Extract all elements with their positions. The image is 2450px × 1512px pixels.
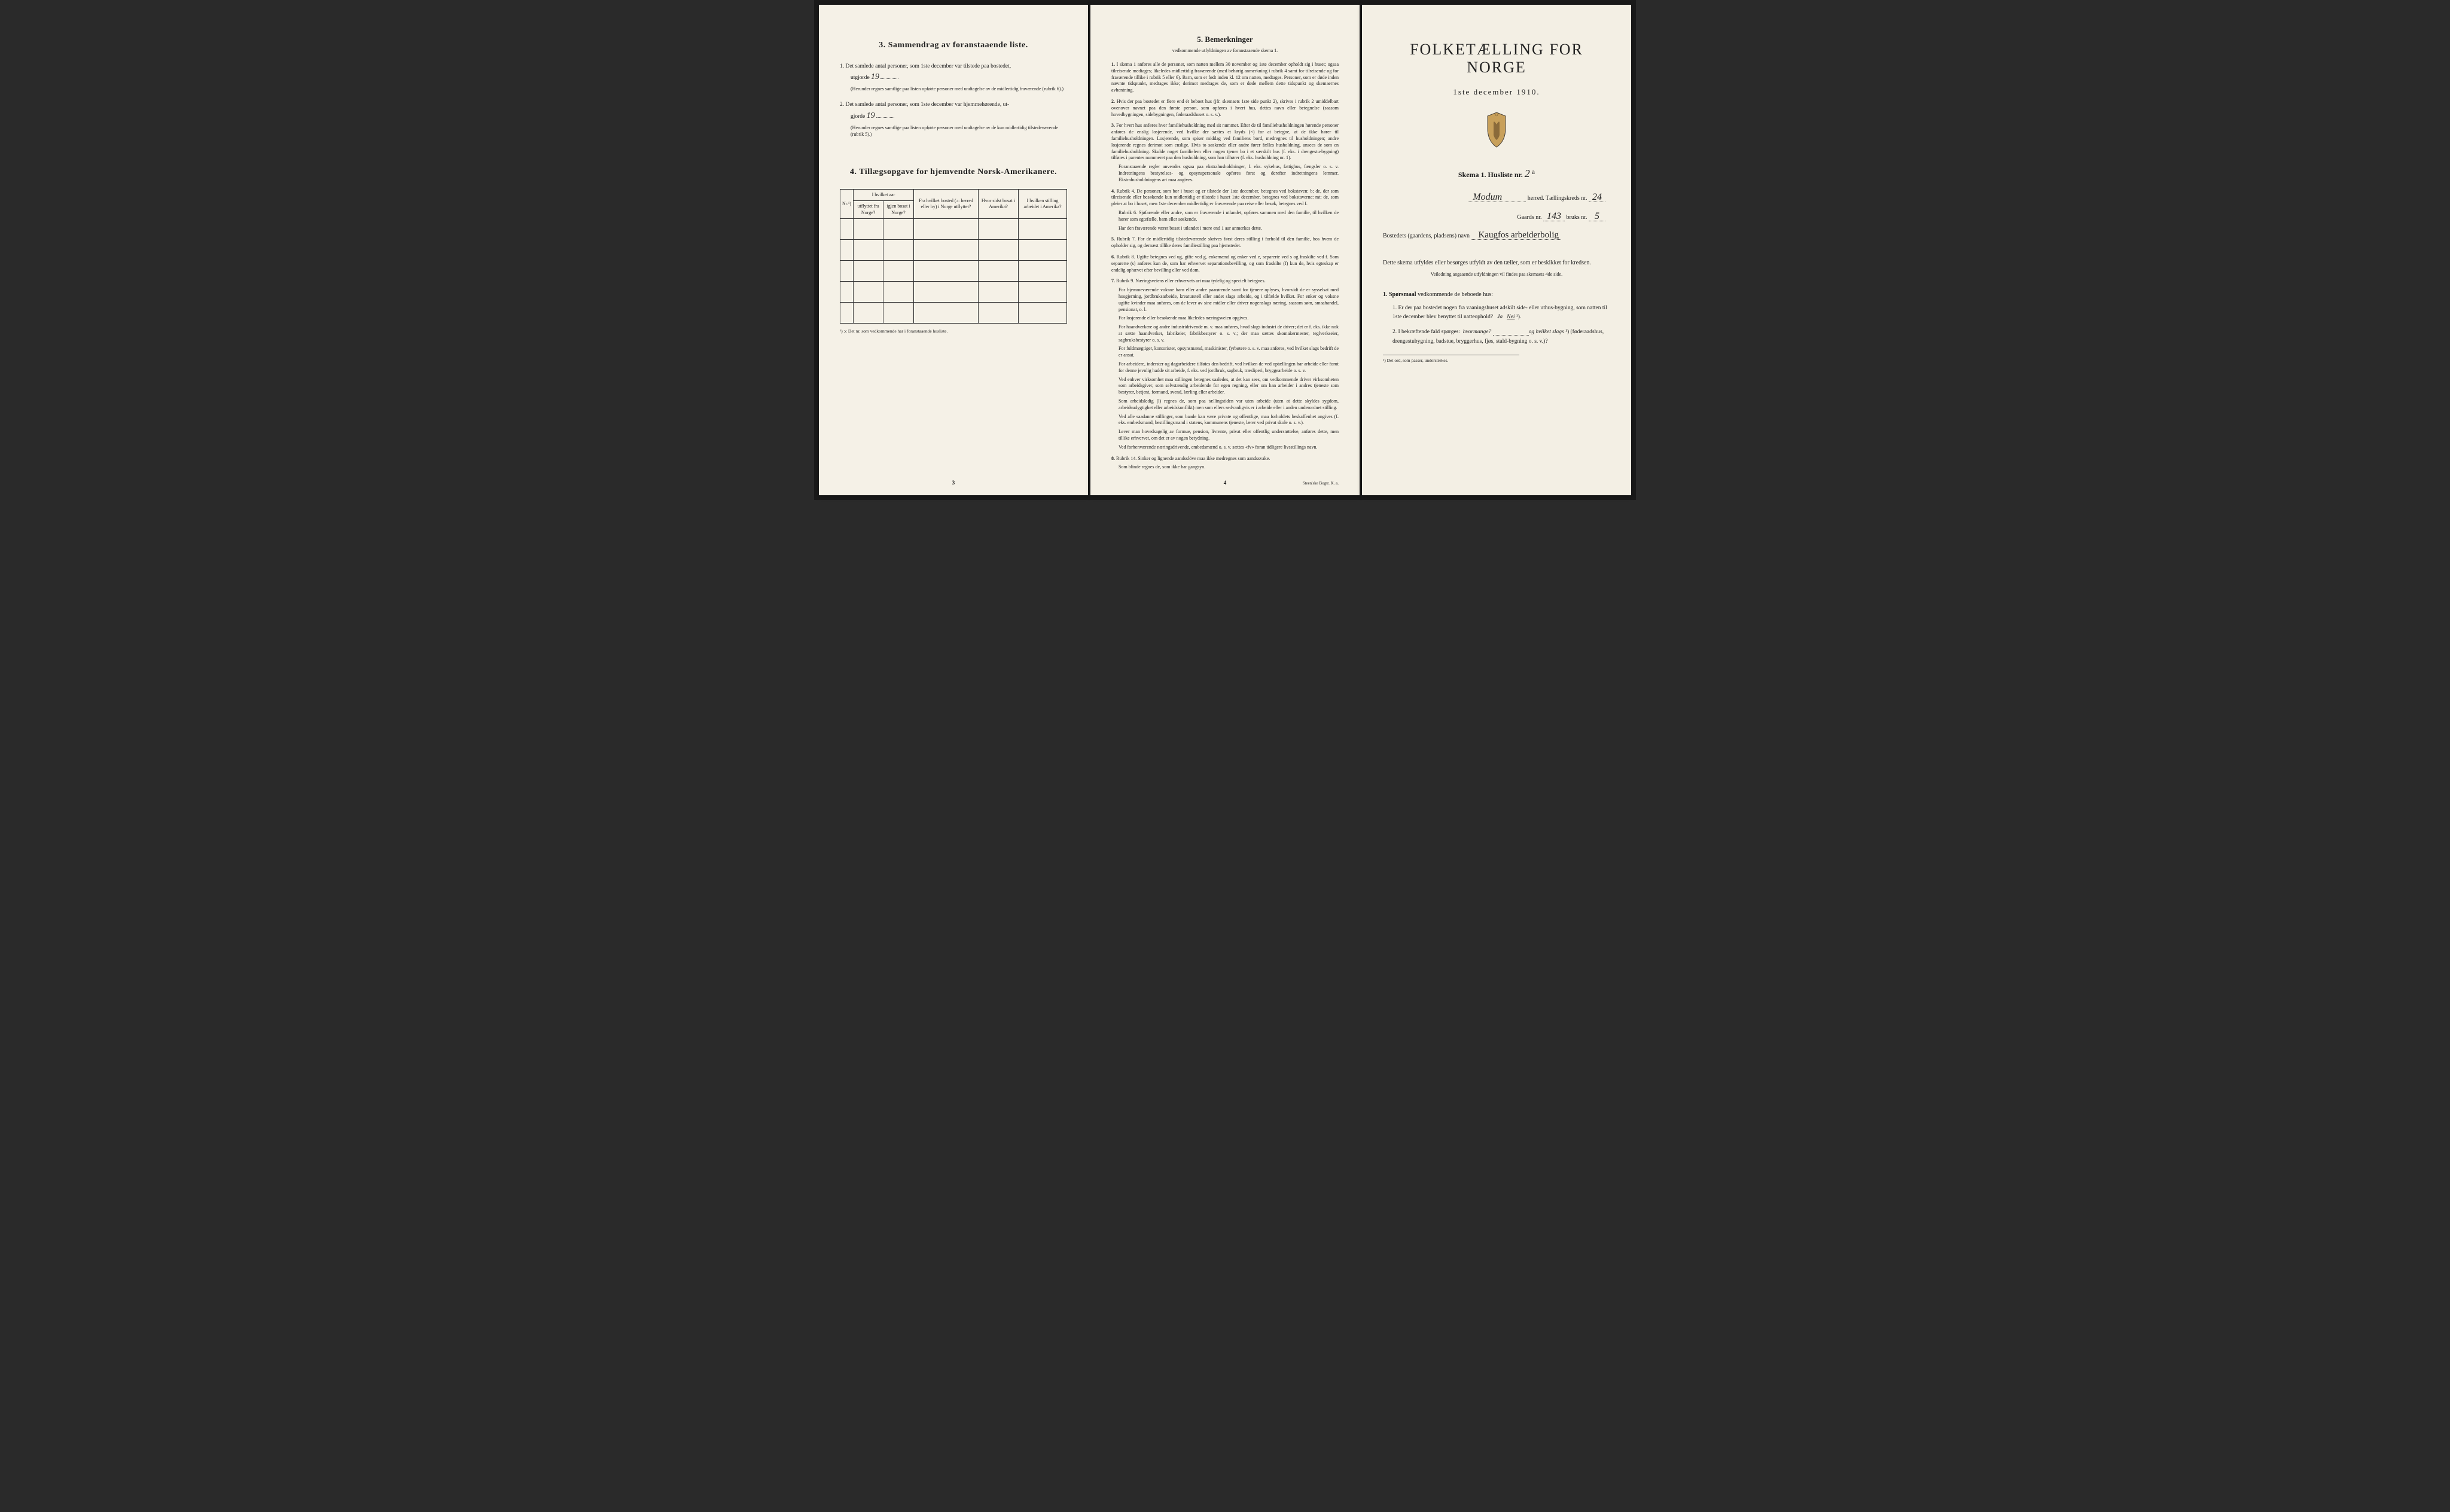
item2-value: 19	[867, 111, 875, 120]
remark-4-sub2: Har den fraværende været bosat i utlande…	[1119, 225, 1339, 232]
remark-2-text: Hvis der paa bostedet er flere end ét be…	[1111, 99, 1339, 117]
gaards-line: Gaards nr. 143 bruks nr. 5	[1383, 211, 1610, 222]
th-amerika-bosat: Hvor sidst bosat i Amerika?	[979, 190, 1019, 219]
table-row	[840, 282, 1067, 303]
gaards-value: 143	[1547, 211, 1561, 221]
bruks-value: 5	[1595, 211, 1599, 221]
norwegian-crest-icon	[1383, 111, 1610, 151]
remark-1: 1. I skema 1 anføres alle de personer, s…	[1111, 62, 1339, 94]
page-title-page: FOLKETÆLLING FOR NORGE 1ste december 191…	[1362, 5, 1631, 495]
item1-mid: utgjorde	[851, 75, 871, 81]
remark-8-text: Rubrik 14. Sinker og lignende aandsslöve…	[1116, 456, 1270, 461]
item2-text: 2. Det samlede antal personer, som 1ste …	[840, 102, 1009, 108]
instructions-sub: Veiledning angaaende utfyldningen vil fi…	[1383, 272, 1610, 277]
remark-7-text: Rubrik 9. Næringsveiens eller erhvervets…	[1116, 278, 1266, 284]
question-2: 2. I bekræftende fald spørges: hvormange…	[1392, 328, 1610, 346]
remark-3-text: For hvert hus anføres hver familiehushol…	[1111, 123, 1339, 160]
census-main-title: FOLKETÆLLING FOR NORGE	[1383, 41, 1610, 77]
remark-2: 2. Hvis der paa bostedet er flere end ét…	[1111, 99, 1339, 118]
skema-label: Skema 1. Husliste nr.	[1458, 170, 1523, 179]
th-stilling: I hvilken stilling arbeidet i Amerika?	[1019, 190, 1067, 219]
remark-7j: Ved forhenværende næringsdrivende, embed…	[1119, 444, 1339, 451]
husliste-nr: 2	[1525, 167, 1530, 179]
section-5-subtitle: vedkommende utfyldningen av foranstaaend…	[1111, 48, 1339, 53]
remark-7d: For fuldmægtiger, kontorister, opsynsmæn…	[1119, 346, 1339, 359]
husliste-nr-suffix: a	[1532, 167, 1535, 176]
remark-5: 5. Rubrik 7. For de midlertidig tilstede…	[1111, 236, 1339, 249]
summary-item-1: 1. Det samlede antal personer, som 1ste …	[840, 62, 1067, 92]
remark-7f: Ved enhver virksomhet maa stillingen bet…	[1119, 377, 1339, 396]
th-igjen: igjen bosat i Norge?	[883, 201, 914, 219]
section-3-title: 3. Sammendrag av foranstaaende liste.	[840, 41, 1067, 50]
remark-7g: Som arbeidsledig (l) regnes de, som paa …	[1119, 398, 1339, 411]
remark-6-text: Rubrik 8. Ugifte betegnes ved ug, gifte …	[1111, 254, 1339, 273]
printer-note: Steen'ske Bogtr. K. a.	[1303, 481, 1339, 486]
remark-7h: Ved alle saadanne stillinger, som baade …	[1119, 414, 1339, 427]
remark-4-sub1: Rubrik 6. Sjøfarende eller andre, som er…	[1119, 210, 1339, 223]
remark-8: 8. Rubrik 14. Sinker og lignende aandssl…	[1111, 456, 1339, 471]
right-footnote: ¹) Det ord, som passer, understrekes.	[1383, 355, 1519, 363]
item2-mid: gjorde	[851, 114, 867, 120]
bruks-label: bruks nr.	[1567, 214, 1587, 221]
item1-text: 1. Det samlede antal personer, som 1ste …	[840, 63, 1011, 69]
instructions-text: Dette skema utfyldes eller besørges utfy…	[1383, 258, 1610, 268]
th-nr: Nr.¹)	[840, 190, 854, 219]
remark-4: 4. Rubrik 4. De personer, som bor i huse…	[1111, 188, 1339, 232]
page-number-4: 4	[1224, 480, 1227, 486]
dotted-fill	[876, 117, 894, 118]
remark-5-text: Rubrik 7. For de midlertidig tilstedevær…	[1111, 236, 1339, 248]
item1-note: (Herunder regnes samtlige paa listen opf…	[851, 86, 1067, 92]
bosteds-value: Kaugfos arbeiderbolig	[1478, 230, 1559, 240]
remark-6: 6. Rubrik 8. Ugifte betegnes ved ug, gif…	[1111, 254, 1339, 273]
table-row	[840, 303, 1067, 324]
bosteds-line: Bostedets (gaardens, pladsens) navn Kaug…	[1383, 230, 1610, 240]
norsk-amerikanere-table: Nr.¹) I hvilket aar Fra hvilket bosted (…	[840, 189, 1067, 324]
remark-3-sub: Foranstaaende regler anvendes ogsaa paa …	[1119, 164, 1339, 183]
remark-3: 3. For hvert hus anføres hver familiehus…	[1111, 123, 1339, 183]
remark-7c: For haandverkere og andre industridriven…	[1119, 324, 1339, 343]
remark-7a: For hjemmeværende voksne barn eller andr…	[1119, 287, 1339, 313]
remark-7: 7. Rubrik 9. Næringsveiens eller erhverv…	[1111, 278, 1339, 450]
remark-4-text: Rubrik 4. De personer, som bor i huset o…	[1111, 188, 1339, 207]
table-footnote: ¹) ɔ: Det nr. som vedkommende har i fora…	[840, 328, 1067, 334]
kreds-value: 24	[1592, 192, 1602, 202]
item2-note: (Herunder regnes samtlige paa listen opf…	[851, 124, 1067, 138]
document-spread: 3. Sammendrag av foranstaaende liste. 1.…	[814, 0, 1636, 500]
skema-line: Skema 1. Husliste nr. 2 a	[1383, 167, 1610, 180]
remark-1-text: I skema 1 anføres alle de personer, som …	[1111, 62, 1339, 93]
table-row	[840, 219, 1067, 240]
item1-value: 19	[871, 72, 879, 81]
table-row	[840, 240, 1067, 261]
bosteds-label: Bostedets (gaardens, pladsens) navn	[1383, 233, 1470, 239]
section-4-title: 4. Tillægsopgave for hjemvendte Norsk-Am…	[840, 167, 1067, 177]
th-aar: I hvilket aar	[854, 190, 914, 201]
gaards-label: Gaards nr.	[1517, 214, 1541, 221]
page-3: 3. Sammendrag av foranstaaende liste. 1.…	[819, 5, 1088, 495]
herred-line: Modum herred. Tællingskreds nr. 24	[1383, 192, 1610, 203]
th-bosted: Fra hvilket bosted (ɔ: herred eller by) …	[913, 190, 978, 219]
remark-7e: For arbeidere, inderster og dagarbeidere…	[1119, 361, 1339, 374]
th-utflyttet: utflyttet fra Norge?	[854, 201, 883, 219]
herred-value: Modum	[1473, 192, 1502, 202]
summary-item-2: 2. Det samlede antal personer, som 1ste …	[840, 100, 1067, 138]
table-row	[840, 261, 1067, 282]
remark-7i: Lever man hovedsagelig av formue, pensio…	[1119, 429, 1339, 442]
remark-8-sub: Som blinde regnes de, som ikke har gangs…	[1119, 464, 1339, 471]
page-4: 5. Bemerkninger vedkommende utfyldningen…	[1090, 5, 1360, 495]
page-number-3: 3	[952, 480, 955, 486]
question-1: 1. Er der paa bostedet nogen fra vaaning…	[1392, 304, 1610, 322]
herred-label: herred. Tællingskreds nr.	[1528, 195, 1587, 202]
census-date: 1ste december 1910.	[1383, 87, 1610, 97]
section-5-title: 5. Bemerkninger	[1111, 35, 1339, 44]
question-lead: 1. Spørsmaal vedkommende de beboede hus:	[1383, 291, 1610, 298]
remark-7b: For losjerende eller besøkende maa likel…	[1119, 315, 1339, 322]
dotted-fill	[880, 78, 898, 79]
